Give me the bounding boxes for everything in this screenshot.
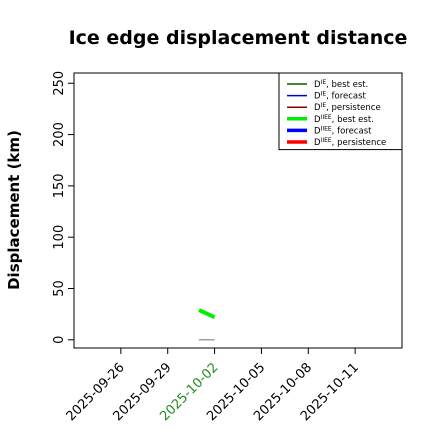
chart-title: Ice edge displacement distance [69, 27, 408, 49]
legend-entry: DIIEE, persistence [314, 137, 386, 149]
y-tick-label: 50 [52, 280, 67, 297]
legend-entry: DIIEE, forecast [314, 125, 372, 137]
legend-box [278, 72, 403, 151]
y-tick-label: 250 [52, 71, 67, 96]
legend-entry: DIE, best est. [314, 79, 368, 91]
y-tick-label: 100 [52, 225, 67, 250]
y-axis-label: Displacement (km) [5, 130, 23, 290]
legend-entry: DIIEE, best est. [314, 113, 374, 125]
plot-frame [73, 72, 403, 349]
legend-entry: DIE, persistence [314, 102, 381, 114]
x-axis: 2025-09-262025-09-292025-10-022025-10-05… [64, 348, 362, 424]
y-tick-label: 200 [52, 122, 67, 147]
y-tick-label: 0 [52, 336, 67, 344]
y-tick-label: 150 [52, 173, 67, 198]
y-axis: 0 50 100 150 200 250 [52, 71, 74, 344]
data-lines [198, 308, 216, 341]
series-line [198, 308, 216, 320]
legend-entry: DIE, forecast [314, 90, 367, 102]
